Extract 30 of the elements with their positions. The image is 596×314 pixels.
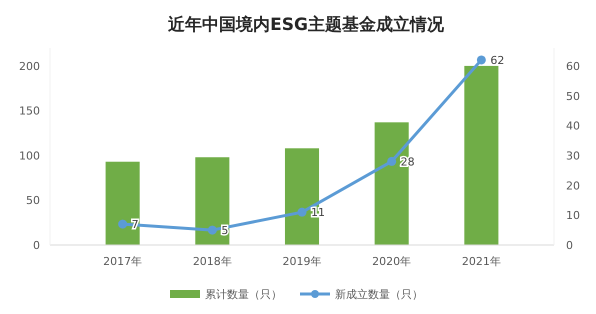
legend-label: 累计数量（只） (205, 288, 282, 301)
y-tick-label: 200 (19, 60, 40, 73)
bar (195, 157, 230, 245)
y2-tick-label: 10 (566, 209, 580, 222)
x-tick-label: 2017年 (103, 255, 142, 268)
y-tick-label: 50 (26, 194, 40, 208)
y2-tick-label: 50 (566, 90, 580, 103)
y-tick-label: 150 (19, 104, 40, 118)
y-tick-label: 0 (33, 239, 40, 252)
point (208, 226, 217, 235)
y2-tick-label: 20 (566, 179, 580, 192)
data-label: 62 (490, 54, 504, 67)
bar (106, 162, 140, 245)
x-tick-label: 2018年 (192, 255, 232, 268)
y2-tick-label: 60 (566, 60, 580, 73)
x-tick-label: 2020年 (372, 255, 412, 268)
point (387, 156, 396, 166)
y2-tick-label: 40 (566, 120, 580, 133)
x-tick-label: 2021年 (462, 255, 501, 268)
point (476, 55, 486, 64)
point (118, 220, 128, 229)
y-tick-label: 100 (19, 149, 40, 162)
bar (464, 66, 498, 245)
point (298, 208, 306, 217)
y2-tick-label: 0 (566, 239, 573, 252)
chart-title: 近年中国境内ESG主题基金成立情况 (167, 15, 445, 35)
y2-tick-label: 30 (566, 149, 580, 162)
data-label: 7 (132, 218, 139, 232)
legend-label: 新成立数量（只） (335, 288, 423, 301)
x-tick-label: 2019年 (282, 255, 322, 268)
